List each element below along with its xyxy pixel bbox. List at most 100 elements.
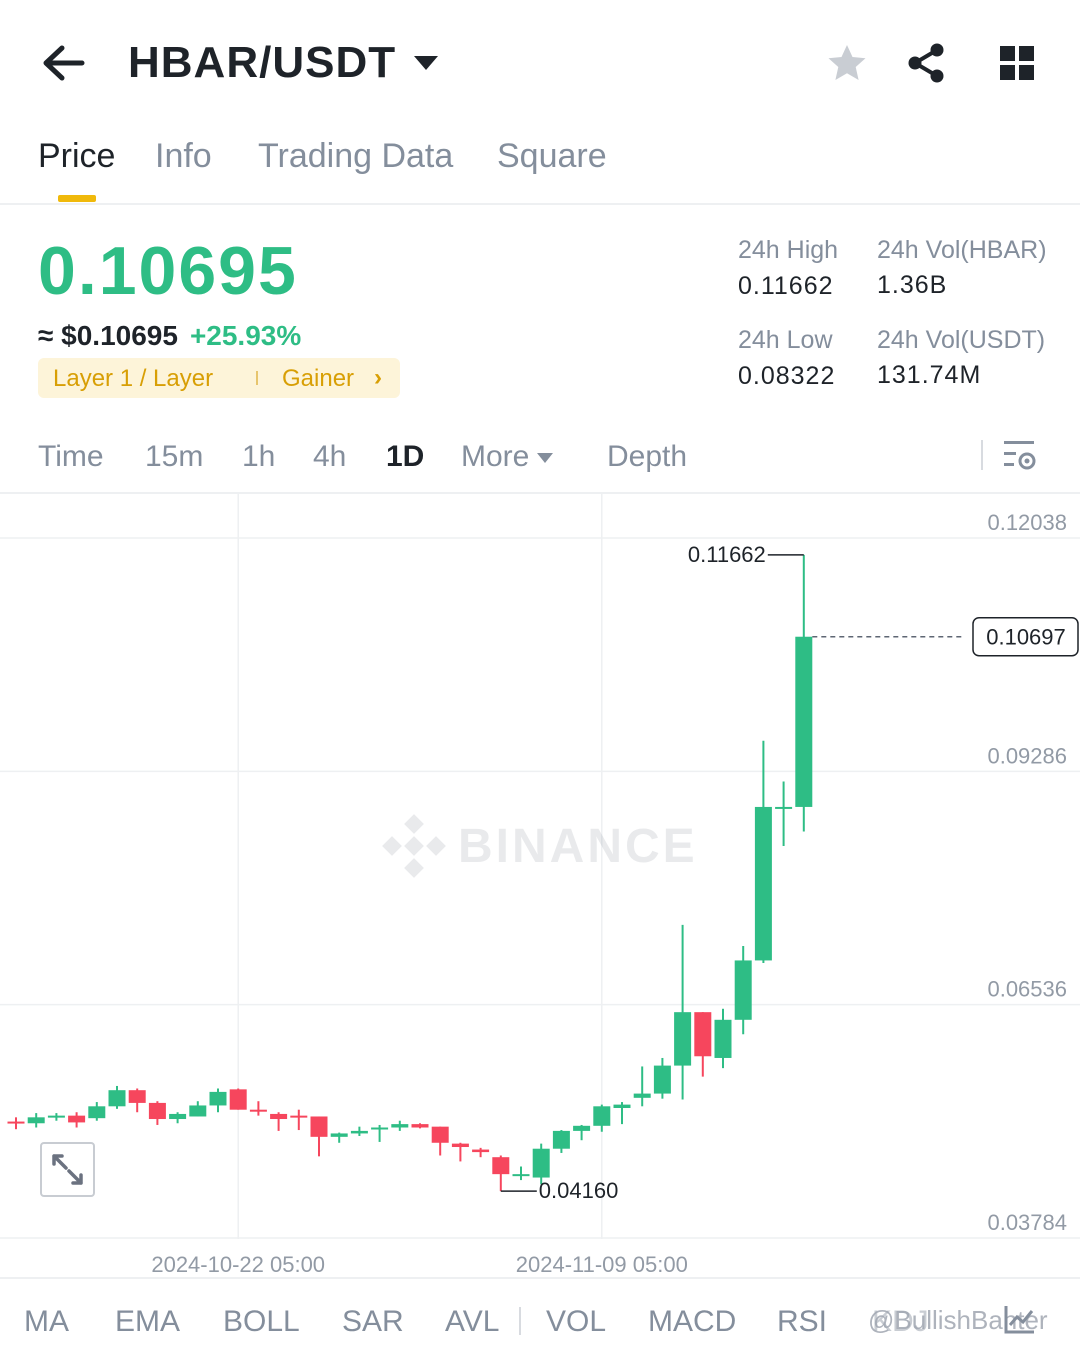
indicator-kdj[interactable]: KDJ bbox=[872, 1305, 929, 1338]
candle-body bbox=[27, 1117, 45, 1124]
chart-canvas[interactable]: 0.12038 0.09286 0.06536 0.03784 2024-10-22 0… bbox=[0, 494, 1080, 1277]
timeframe-divider bbox=[981, 440, 983, 470]
candle-body bbox=[492, 1157, 510, 1175]
category-tag[interactable]: Layer 1 / Layer bbox=[53, 365, 214, 392]
tag-bar: Layer 1 / Layer Gainer › bbox=[38, 358, 400, 398]
low-value: 0.08322 bbox=[738, 362, 836, 390]
price-subline: ≈ $0.10695 +25.93% bbox=[38, 320, 301, 352]
candle-body bbox=[653, 1065, 671, 1094]
candle-body bbox=[270, 1113, 288, 1120]
active-tab-indicator bbox=[58, 195, 96, 202]
indicator-sar[interactable]: SAR bbox=[342, 1305, 404, 1338]
timeframe-15m[interactable]: 15m bbox=[145, 440, 204, 473]
pair-selector[interactable]: HBAR/USDT bbox=[128, 38, 439, 88]
timeframe-1d[interactable]: 1D bbox=[386, 440, 425, 473]
high-label: 24h High bbox=[738, 236, 839, 264]
share-icon[interactable] bbox=[906, 42, 948, 84]
candle-body bbox=[371, 1127, 389, 1130]
candle-body bbox=[88, 1106, 106, 1119]
timeframe-1h[interactable]: 1h bbox=[242, 440, 276, 473]
y-tick-label: 0.06536 bbox=[987, 977, 1067, 1002]
candle-body bbox=[290, 1115, 308, 1118]
indicator-macd[interactable]: MACD bbox=[648, 1305, 737, 1338]
candle-body bbox=[754, 806, 772, 961]
candle-body bbox=[472, 1149, 490, 1153]
candle-body bbox=[775, 806, 793, 809]
indicator-boll[interactable]: BOLL bbox=[223, 1305, 300, 1338]
candle-body bbox=[249, 1109, 267, 1112]
candle-body bbox=[68, 1115, 86, 1123]
candle-body bbox=[330, 1133, 348, 1137]
y-tick-label: 0.12038 bbox=[987, 510, 1067, 535]
vol-base-value: 1.36B bbox=[877, 271, 948, 299]
top-header: HBAR/USDT bbox=[0, 0, 1080, 125]
y-tick-label: 0.09286 bbox=[987, 743, 1067, 768]
candle-body bbox=[148, 1102, 166, 1120]
indicator-ma[interactable]: MA bbox=[24, 1305, 69, 1338]
expand-icon bbox=[52, 1154, 83, 1185]
current-price-label: 0.10697 bbox=[986, 625, 1066, 650]
approx-usd-price: ≈ $0.10695 bbox=[38, 320, 178, 351]
watermark-text: BINANCE bbox=[458, 820, 698, 873]
candle-body bbox=[350, 1130, 368, 1134]
candle-body bbox=[209, 1091, 227, 1106]
candle-body bbox=[633, 1093, 651, 1098]
candle-body bbox=[734, 960, 752, 1020]
candle-body bbox=[7, 1121, 25, 1124]
candle-body bbox=[694, 1012, 712, 1057]
indicator-vol[interactable]: VOL bbox=[546, 1305, 607, 1338]
candle-body bbox=[411, 1124, 429, 1128]
candle-body bbox=[169, 1113, 187, 1120]
timeframe-time[interactable]: Time bbox=[38, 440, 104, 473]
chevron-right-icon[interactable]: › bbox=[374, 364, 382, 391]
tag-divider bbox=[256, 371, 258, 385]
indicator-bar: MA EMA BOLL SAR AVL VOL MACD RSI KDJ @Bu… bbox=[0, 1277, 1080, 1345]
y-tick-label: 0.03784 bbox=[987, 1210, 1067, 1235]
candle-body bbox=[613, 1104, 631, 1109]
candle-body bbox=[431, 1126, 449, 1143]
chart-settings-icon[interactable] bbox=[1002, 438, 1038, 472]
main-tabs: Price Info Trading Data Square bbox=[0, 125, 1080, 205]
back-arrow-icon[interactable] bbox=[40, 42, 86, 84]
timeframe-4h[interactable]: 4h bbox=[313, 440, 347, 473]
candlestick-chart[interactable]: 0.12038 0.09286 0.06536 0.03784 2024-10-22 0… bbox=[0, 492, 1080, 1277]
gainer-tag[interactable]: Gainer bbox=[282, 365, 355, 392]
tab-info[interactable]: Info bbox=[155, 137, 212, 175]
low-label: 24h Low bbox=[738, 326, 833, 354]
candle-body bbox=[451, 1143, 469, 1148]
change-percent: +25.93% bbox=[189, 320, 302, 351]
star-icon[interactable] bbox=[826, 42, 868, 84]
candle-body bbox=[310, 1116, 328, 1137]
chart-type-icon[interactable] bbox=[1003, 1303, 1037, 1335]
candle-body bbox=[552, 1130, 570, 1149]
binance-watermark-logo bbox=[382, 814, 446, 878]
expand-chart-button[interactable] bbox=[40, 1142, 95, 1197]
indicator-avl[interactable]: AVL bbox=[445, 1305, 500, 1338]
indicator-ema[interactable]: EMA bbox=[115, 1305, 181, 1338]
last-price: 0.10695 bbox=[38, 233, 298, 309]
more-label: More bbox=[461, 440, 530, 473]
candle-body bbox=[674, 1012, 692, 1066]
tab-square[interactable]: Square bbox=[497, 137, 607, 175]
grid-icon[interactable] bbox=[996, 42, 1038, 84]
vol-base-label: 24h Vol(HBAR) bbox=[877, 236, 1047, 264]
x-tick-label: 2024-10-22 05:00 bbox=[151, 1252, 325, 1277]
candle-body bbox=[714, 1019, 732, 1058]
candle-body bbox=[229, 1089, 247, 1110]
tab-price[interactable]: Price bbox=[38, 137, 116, 175]
caret-down-icon bbox=[414, 56, 439, 70]
caret-down-icon bbox=[537, 453, 554, 464]
candle-body bbox=[47, 1115, 65, 1118]
depth-tab[interactable]: Depth bbox=[607, 440, 688, 473]
candle-body bbox=[532, 1148, 550, 1178]
timeframe-more[interactable]: More bbox=[461, 440, 554, 474]
candle-body bbox=[593, 1106, 611, 1126]
max-price-label: 0.11662 bbox=[688, 542, 766, 567]
indicator-rsi[interactable]: RSI bbox=[777, 1305, 828, 1338]
current-price-badge bbox=[972, 616, 1079, 657]
pair-name: HBAR/USDT bbox=[128, 38, 397, 87]
tab-trading-data[interactable]: Trading Data bbox=[258, 137, 454, 175]
candle-body bbox=[512, 1174, 530, 1177]
candle-body bbox=[391, 1124, 409, 1128]
user-watermark: @BullishBanter bbox=[868, 1305, 1048, 1335]
